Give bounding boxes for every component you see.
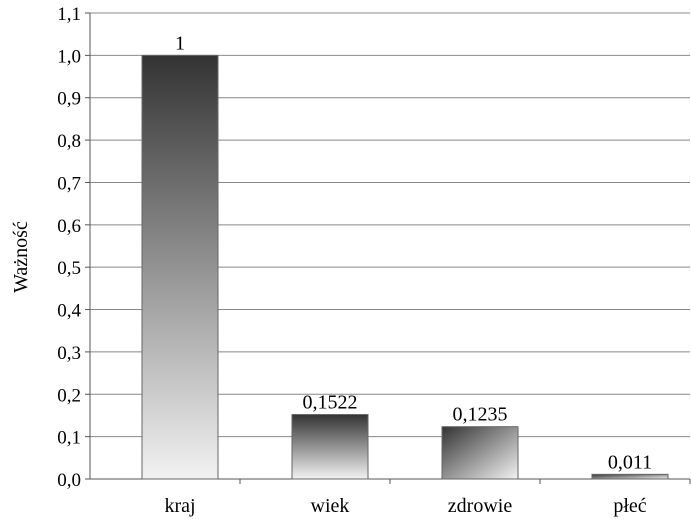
bars xyxy=(141,54,669,480)
data-label: 0,1522 xyxy=(303,392,358,414)
y-tick-label: 1,1 xyxy=(57,4,81,25)
y-tick-label: 0,3 xyxy=(57,343,81,364)
bar-kraj xyxy=(141,54,219,480)
y-tick-label: 0,4 xyxy=(57,301,81,322)
y-tick-label: 1,0 xyxy=(57,46,81,67)
y-tick-label: 0,0 xyxy=(57,470,81,491)
data-label: 0,011 xyxy=(608,451,652,473)
data-label: 0,1235 xyxy=(453,404,508,426)
y-tick-label: 0,2 xyxy=(57,385,81,406)
y-tick-label: 0,6 xyxy=(57,216,81,237)
labels: 0,0 0,1 0,2 0,3 0,4 0,5 0,6 0,7 0,8 0,9 1,0 1,1 1 kra… xyxy=(57,4,652,517)
x-category-label: płeć xyxy=(613,495,646,517)
y-tick-label: 0,5 xyxy=(57,258,81,279)
x-category-label: kraj xyxy=(164,495,195,517)
bar-płeć xyxy=(591,473,669,480)
y-tick-label: 0,1 xyxy=(57,428,81,449)
y-tick-label: 0,8 xyxy=(57,131,81,152)
bar-wiek xyxy=(291,414,369,480)
data-label: 1 xyxy=(175,32,185,54)
y-tick-label: 0,7 xyxy=(57,173,81,194)
y-tick-label: 0,9 xyxy=(57,89,81,110)
y-axis-title: Ważność xyxy=(10,221,32,293)
x-category-label: zdrowie xyxy=(448,495,513,517)
x-category-label: wiek xyxy=(311,495,350,517)
bar-zdrowie xyxy=(441,426,519,480)
